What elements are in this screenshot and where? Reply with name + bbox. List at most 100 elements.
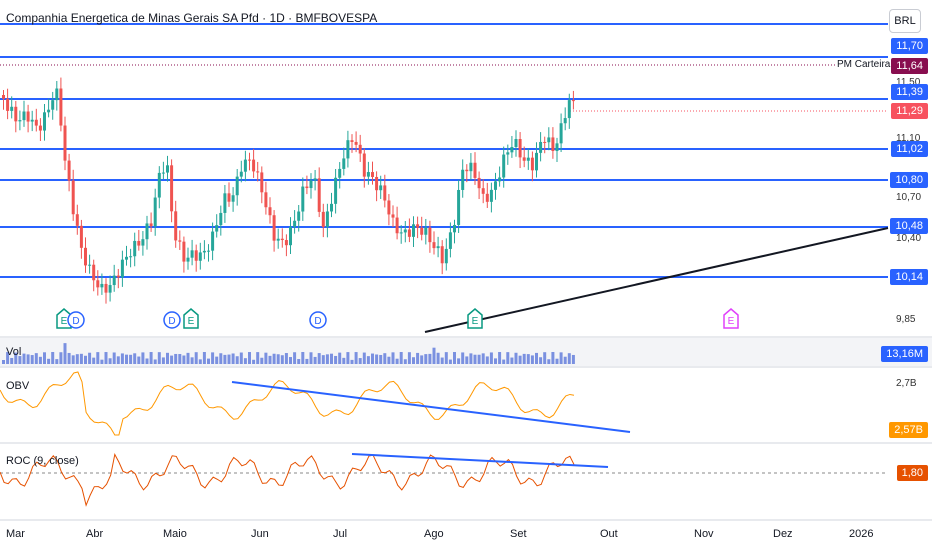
- candle-body: [174, 211, 178, 241]
- volume-bar: [125, 354, 128, 364]
- dividend-event-icon[interactable]: D: [163, 311, 181, 329]
- volume-bar: [420, 355, 424, 364]
- earnings-event-icon[interactable]: E: [467, 308, 483, 329]
- candle-body: [379, 185, 383, 191]
- candle-body: [235, 176, 239, 196]
- volume-bar: [276, 354, 280, 364]
- volume-bar: [100, 359, 104, 364]
- roc-trend-line: [351, 453, 609, 468]
- volume-bar: [477, 354, 481, 364]
- volume-bar: [18, 356, 22, 364]
- candle-body: [325, 211, 329, 227]
- month-label: Mar: [6, 528, 25, 540]
- dividend-event-icon[interactable]: D: [309, 311, 327, 329]
- month-label: Jul: [333, 528, 348, 540]
- volume-bar: [334, 355, 338, 364]
- volume-bar: [440, 357, 444, 364]
- volume-bar: [161, 357, 165, 364]
- candle-body: [166, 165, 169, 173]
- candle-body: [301, 186, 305, 212]
- volume-bar: [494, 358, 497, 364]
- candle-body: [219, 212, 223, 226]
- candle-body: [305, 186, 309, 189]
- obv-axis-tick: 2,7B: [896, 378, 917, 389]
- volume-bar: [149, 352, 153, 364]
- volume-bar: [571, 354, 575, 364]
- currency-button[interactable]: BRL: [889, 9, 921, 33]
- candle-body: [268, 207, 272, 216]
- volume-bar: [112, 352, 116, 364]
- candle-body: [424, 227, 428, 235]
- candle-body: [440, 246, 444, 264]
- month-label: Ago: [424, 528, 444, 540]
- volume-bar: [301, 352, 305, 364]
- volume-bar: [395, 358, 399, 364]
- candle-body: [526, 157, 530, 161]
- volume-bar: [129, 354, 133, 364]
- volume-bar: [424, 354, 428, 364]
- candle-body: [498, 177, 502, 182]
- volume-bar: [526, 354, 530, 364]
- candle-body: [289, 226, 292, 246]
- volume-bar: [309, 352, 313, 364]
- month-label: Nov: [694, 528, 714, 540]
- event-marker-label: D: [72, 316, 79, 327]
- volume-bar: [71, 355, 75, 364]
- month-label: 2026: [849, 528, 874, 540]
- candle-body: [71, 180, 75, 215]
- candle-body: [551, 137, 555, 152]
- volume-bar: [141, 352, 145, 364]
- level-badge: 10,14: [890, 269, 928, 285]
- volume-bar: [498, 352, 502, 364]
- volume-bar: [346, 352, 350, 364]
- earnings-event-icon[interactable]: E: [183, 308, 199, 329]
- event-marker-label: D: [168, 316, 175, 327]
- obv-badge: 2,57B: [889, 422, 928, 438]
- candle-body: [350, 140, 354, 142]
- volume-bar: [284, 353, 288, 364]
- candle-body: [141, 239, 145, 246]
- candle-body: [55, 88, 59, 101]
- month-label: Dez: [773, 528, 793, 540]
- volume-bar: [403, 359, 407, 364]
- candle-body: [108, 285, 112, 293]
- earnings-event-icon[interactable]: E: [56, 308, 72, 329]
- candle-body: [539, 141, 543, 153]
- volume-bar: [30, 355, 34, 364]
- candle-body: [215, 225, 219, 232]
- candle-body: [252, 159, 256, 172]
- earnings-event-icon[interactable]: E: [723, 308, 739, 329]
- volume-bar: [55, 359, 59, 364]
- candle-body: [145, 223, 149, 240]
- candle-body: [207, 250, 210, 252]
- candle-body: [412, 224, 415, 237]
- candle-body: [571, 100, 575, 102]
- candle-body: [383, 185, 387, 201]
- volume-bar: [198, 359, 202, 364]
- volume-bar: [563, 356, 567, 364]
- volume-bar: [227, 354, 231, 364]
- price-axis-tick: 11,50: [896, 77, 921, 88]
- volume-bar: [514, 352, 518, 364]
- volume-bar: [235, 356, 239, 364]
- volume-bar: [485, 356, 489, 364]
- obv-line: [0, 371, 575, 436]
- candle-body: [395, 217, 399, 234]
- candle-body: [34, 119, 38, 126]
- candle-body: [469, 162, 473, 172]
- candle-body: [264, 192, 268, 208]
- volume-bar: [211, 352, 215, 364]
- volume-bar: [243, 358, 247, 364]
- volume-bar: [120, 353, 124, 364]
- volume-bar: [182, 355, 186, 364]
- price-axis-tick: 11,10: [896, 133, 921, 144]
- volume-bar: [407, 352, 411, 364]
- volume-bar: [88, 352, 92, 364]
- candle-body: [104, 283, 108, 293]
- dividend-event-icon[interactable]: D: [67, 311, 85, 329]
- level-badge: 11,70: [891, 38, 928, 54]
- volume-bar: [2, 360, 5, 364]
- volume-bar: [194, 352, 198, 364]
- volume-pane-title: Vol: [6, 346, 22, 358]
